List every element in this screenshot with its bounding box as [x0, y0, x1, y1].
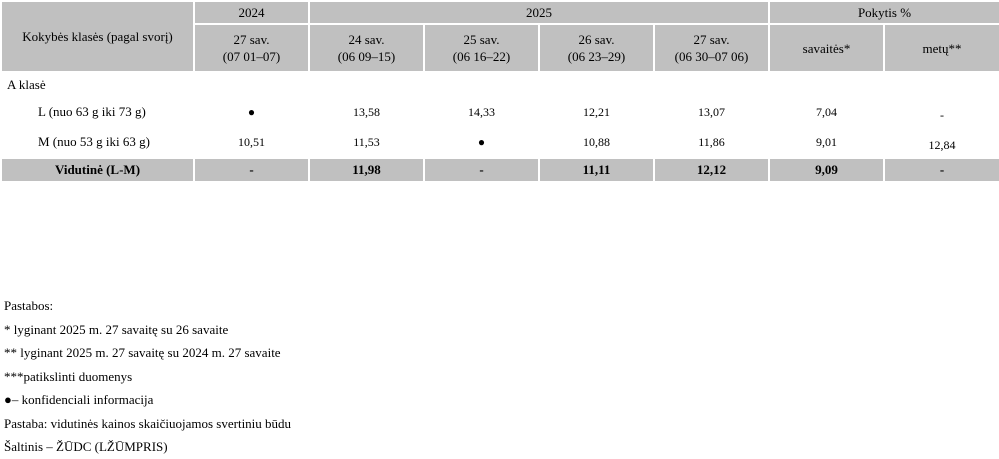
week-header: 25 sav. (06 16–22) [423, 23, 540, 73]
cell: 11,86 [653, 127, 770, 158]
cell: ● [193, 97, 310, 127]
table-row: M (nuo 53 g iki 63 g) 10,51 11,53 ● 10,8… [1, 127, 999, 158]
cell: 12,84 [883, 127, 999, 158]
cell: ● [423, 127, 540, 158]
year-2025-header: 2025 [308, 0, 770, 25]
cell: 14,33 [423, 97, 540, 127]
cell: 11,53 [308, 127, 425, 158]
price-table: Kokybės klasės (pagal svorį) 2024 2025 P… [0, 0, 999, 183]
cell: 12,12 [653, 157, 770, 183]
note: * lyginant 2025 m. 27 savaitę su 26 sava… [4, 321, 229, 337]
note: ** lyginant 2025 m. 27 savaitę su 2024 m… [4, 345, 281, 360]
change-header: Pokytis % [768, 0, 999, 25]
table-row: L (nuo 63 g iki 73 g) ● 13,58 14,33 12,2… [1, 97, 999, 127]
cell: 10,88 [538, 127, 655, 158]
cell: 11,11 [538, 157, 655, 183]
year-2024-header: 2024 [193, 0, 310, 25]
group-label: A klasė [1, 72, 195, 97]
week-header: 27 sav. (06 30–07 06) [653, 23, 770, 73]
cell: 9,01 [768, 127, 885, 158]
cell: 7,04 [768, 97, 885, 127]
cell: 13,58 [308, 97, 425, 127]
cell: - [883, 97, 999, 127]
cell: 12,21 [538, 97, 655, 127]
cell: 9,09 [768, 157, 885, 183]
total-row: Vidutinė (L-M) - 11,98 - 11,11 12,12 9,0… [0, 157, 999, 183]
note: Pastaba: vidutinės kainos skaičiuojamos … [4, 415, 292, 431]
cell: 13,07 [653, 97, 770, 127]
cell: - [883, 157, 999, 183]
cell: - [193, 157, 310, 183]
total-label: Vidutinė (L-M) [0, 157, 195, 183]
row-label-header: Kokybės klasės (pagal svorį) [0, 0, 195, 73]
week-header: 27 sav. (07 01–07) [193, 23, 310, 73]
note: ***patikslinti duomenys [4, 368, 133, 384]
cell: - [423, 157, 540, 183]
week-header: 24 sav. (06 09–15) [308, 23, 425, 73]
note: Pastabos: [4, 298, 54, 313]
row-label: L (nuo 63 g iki 73 g) [1, 97, 195, 127]
cell: 10,51 [193, 127, 310, 158]
change-year-header: metų** [883, 23, 999, 73]
week-header: 26 sav. (06 23–29) [538, 23, 655, 73]
change-week-header: savaitės* [768, 23, 885, 73]
source: Šaltinis – ŽŪDC (LŽŪMPRIS) [4, 439, 168, 454]
cell: 11,98 [308, 157, 425, 183]
note: ●– konfidenciali informacija [4, 392, 154, 407]
row-label: M (nuo 53 g iki 63 g) [1, 127, 195, 158]
notes: Pastabos: * lyginant 2025 m. 27 savaitę … [4, 294, 291, 459]
